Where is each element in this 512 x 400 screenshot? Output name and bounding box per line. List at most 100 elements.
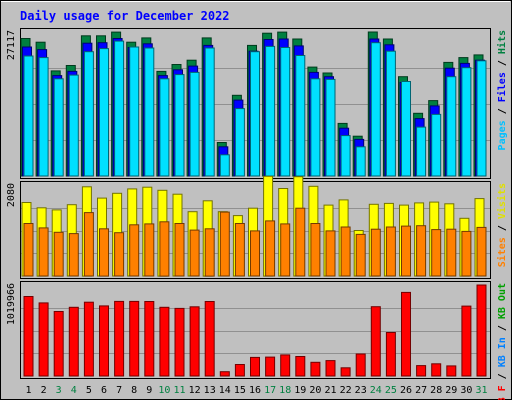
- x-tick-label-day-25: 25: [385, 385, 397, 396]
- bar-pages-day-11: [174, 74, 185, 177]
- x-tick-label-day-30: 30: [460, 385, 472, 396]
- x-tick-label-day-8: 8: [131, 385, 137, 396]
- bar-sites-day-11: [174, 223, 185, 277]
- bar-pages-day-27: [416, 126, 427, 177]
- bar-kbytes-day-30: [461, 305, 472, 377]
- bar-pages-day-2: [38, 57, 49, 177]
- bar-sites-day-13: [204, 228, 215, 277]
- bar-sites-day-19: [295, 207, 306, 277]
- hits-panel-series-pages: [23, 40, 487, 177]
- x-tick-label-day-3: 3: [56, 385, 62, 396]
- x-tick-label-day-4: 4: [71, 385, 77, 396]
- bar-kbytes-day-24: [370, 306, 381, 377]
- visits-panel-legend-part-1: /: [497, 219, 508, 237]
- bar-sites-day-14: [219, 211, 230, 277]
- kbytes-panel-legend-part-0: KB F: [497, 385, 508, 400]
- bar-sites-day-21: [325, 230, 336, 277]
- bar-sites-day-5: [83, 212, 94, 277]
- bar-sites-day-30: [461, 230, 472, 277]
- bar-kbytes-day-23: [355, 353, 366, 377]
- kbytes-panel-legend-part-4: KB Out: [497, 283, 508, 319]
- bar-kbytes-day-1: [23, 296, 34, 377]
- bar-kbytes-day-20: [310, 361, 321, 377]
- x-tick-label-day-15: 15: [234, 385, 246, 396]
- bar-kbytes-day-5: [83, 301, 94, 377]
- visits-panel-max-label: 2080: [6, 183, 17, 207]
- x-tick-label-day-1: 1: [25, 385, 31, 396]
- kbytes-panel: 1019966 KB F / KB In / KB Out: [6, 281, 508, 400]
- hits-panel: 27117 Pages / Files / Hits: [6, 28, 508, 179]
- bar-kbytes-day-14: [219, 371, 230, 377]
- bar-pages-day-10: [159, 78, 170, 177]
- bar-pages-day-26: [401, 81, 411, 177]
- bar-pages-day-4: [68, 74, 79, 177]
- x-tick-label-day-31: 31: [475, 385, 487, 396]
- bar-pages-day-14: [219, 154, 230, 177]
- bar-pages-day-25: [385, 50, 396, 177]
- bar-sites-day-6: [99, 228, 109, 277]
- bar-pages-day-22: [340, 135, 351, 177]
- x-tick-label-day-17: 17: [264, 385, 276, 396]
- visits-panel-legend-part-0: Sites: [496, 237, 508, 267]
- hits-panel-legend-part-2: Files: [496, 72, 508, 102]
- bar-kbytes-day-6: [99, 305, 109, 377]
- x-tick-label-day-28: 28: [430, 385, 442, 396]
- bar-pages-day-31: [476, 60, 487, 177]
- bar-sites-day-24: [370, 228, 381, 277]
- x-tick-label-day-18: 18: [279, 385, 291, 396]
- kbytes-panel-series-kbytes: [23, 284, 487, 377]
- bar-pages-day-12: [189, 71, 200, 177]
- bar-pages-day-21: [325, 78, 336, 177]
- bar-sites-day-28: [431, 229, 442, 277]
- bar-pages-day-7: [114, 40, 125, 177]
- bar-sites-day-26: [401, 225, 411, 277]
- x-tick-label-day-13: 13: [204, 385, 216, 396]
- chart-title: Daily usage for December 2022: [20, 9, 230, 23]
- bar-kbytes-day-15: [234, 364, 245, 377]
- x-tick-label-day-10: 10: [158, 385, 170, 396]
- kbytes-panel-max-label: 1019966: [6, 283, 17, 325]
- bar-pages-day-9: [144, 47, 155, 177]
- x-tick-label-day-5: 5: [86, 385, 92, 396]
- bar-pages-day-15: [234, 108, 245, 177]
- bar-kbytes-day-22: [340, 367, 351, 377]
- bar-sites-day-2: [38, 227, 49, 277]
- hits-panel-legend: Pages / Files / Hits: [496, 30, 508, 150]
- bar-kbytes-day-3: [53, 311, 64, 377]
- bar-pages-day-18: [280, 47, 291, 177]
- bar-sites-day-22: [340, 226, 351, 277]
- bar-pages-day-6: [99, 48, 109, 177]
- bar-sites-day-17: [265, 220, 276, 277]
- x-tick-label-day-26: 26: [400, 385, 412, 396]
- bar-pages-day-28: [431, 113, 442, 177]
- bar-sites-day-7: [114, 232, 125, 277]
- x-tick-label-day-6: 6: [101, 385, 107, 396]
- bar-kbytes-day-13: [204, 301, 215, 377]
- bar-kbytes-day-18: [280, 354, 291, 377]
- bar-kbytes-day-10: [159, 306, 170, 377]
- bar-sites-day-12: [189, 229, 200, 277]
- bar-sites-day-9: [144, 223, 155, 277]
- kbytes-panel-legend: KB F / KB In / KB Out: [497, 283, 508, 400]
- bar-kbytes-day-9: [144, 301, 155, 377]
- bar-sites-day-27: [416, 225, 427, 277]
- bar-sites-day-15: [234, 223, 245, 277]
- bar-kbytes-day-7: [114, 300, 125, 377]
- bar-pages-day-1: [23, 55, 34, 177]
- bar-pages-day-19: [295, 55, 306, 177]
- bar-kbytes-day-21: [325, 360, 336, 377]
- x-tick-label-day-23: 23: [355, 385, 367, 396]
- kbytes-panel-legend-part-3: /: [497, 319, 508, 337]
- x-tick-label-day-27: 27: [415, 385, 427, 396]
- bar-pages-day-20: [310, 78, 321, 177]
- bar-pages-day-29: [446, 76, 457, 177]
- x-tick-label-day-2: 2: [41, 385, 47, 396]
- bar-sites-day-20: [310, 223, 321, 277]
- bar-sites-day-8: [129, 224, 140, 277]
- x-tick-label-day-20: 20: [309, 385, 321, 396]
- bar-kbytes-day-17: [265, 356, 276, 377]
- bar-kbytes-day-8: [129, 300, 140, 377]
- x-tick-label-day-14: 14: [219, 385, 231, 396]
- bar-sites-day-25: [385, 226, 396, 277]
